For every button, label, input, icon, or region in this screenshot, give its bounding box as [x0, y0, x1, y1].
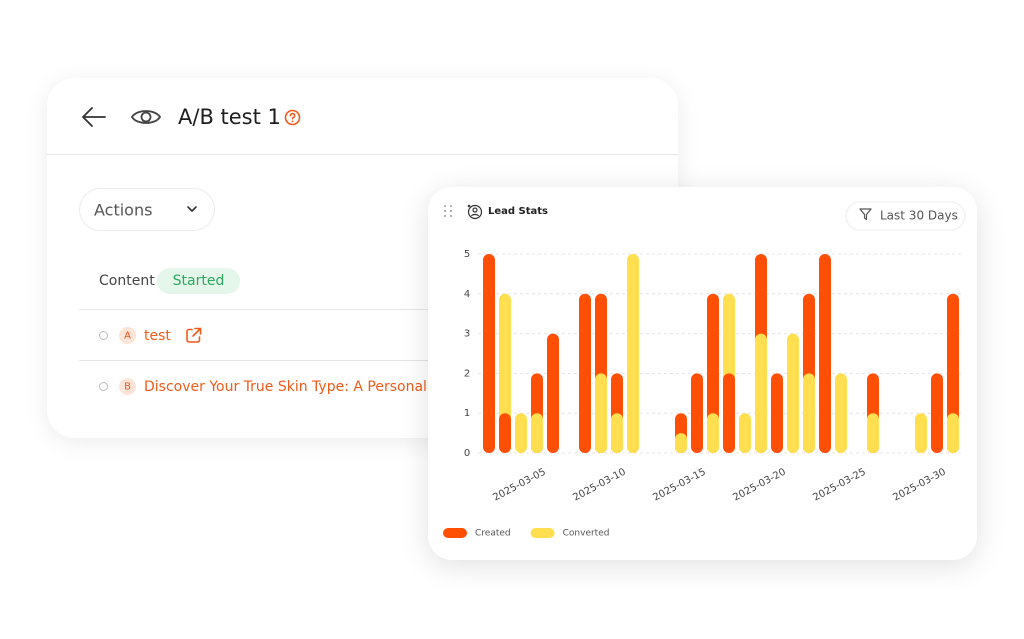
chart-title: Lead Stats: [488, 206, 548, 217]
actions-label: Actions: [94, 200, 153, 220]
bar: [931, 373, 943, 453]
actions-dropdown[interactable]: Actions: [79, 188, 215, 231]
variant-badge: B: [119, 378, 136, 395]
bar: [707, 413, 719, 453]
help-icon[interactable]: [284, 109, 301, 126]
chevron: [187, 206, 197, 213]
bar: [499, 293, 511, 453]
legend-swatch: [443, 528, 467, 538]
x-tick-label: 2025-03-15: [651, 467, 707, 504]
bar: [819, 254, 831, 453]
external-link[interactable]: [185, 327, 202, 344]
drag-handle[interactable]: [444, 205, 452, 217]
bar: [611, 413, 623, 453]
bar: [947, 293, 959, 453]
lead-stats-card: Lead Stats Last 30 Days 0 1 2 3 4 5 2025-03-05…: [428, 187, 977, 560]
legend-label: Created: [475, 529, 511, 539]
variant-name[interactable]: Discover Your True Skin Type: A Personal…: [144, 379, 461, 395]
bar: [771, 373, 783, 453]
variant-row[interactable]: B Discover Your True Skin Type: A Person…: [79, 361, 678, 411]
x-tick-label: 2025-03-25: [811, 467, 867, 504]
y-tick-label: 3: [464, 329, 470, 340]
bar: [483, 254, 495, 453]
bar: [739, 413, 751, 453]
bar: [691, 373, 703, 453]
status-text: Started: [172, 273, 225, 289]
lead-stats-chart: Lead Stats Last 30 Days 0 1 2 3 4 5 2025-03-05…: [443, 201, 966, 539]
bar: [787, 333, 799, 453]
bar: [835, 373, 847, 453]
bar: [595, 373, 607, 453]
bar: [723, 373, 735, 453]
bar: [515, 413, 527, 453]
preview-icon[interactable]: [130, 105, 162, 129]
bar: [531, 413, 543, 453]
divider: [47, 154, 678, 155]
variant-name[interactable]: test: [144, 328, 171, 344]
variant-letter: B: [124, 381, 131, 393]
variant-letter: A: [124, 330, 131, 342]
radio[interactable]: [99, 382, 108, 391]
x-tick-label: 2025-03-30: [891, 467, 947, 504]
legend-swatch: [530, 528, 555, 538]
bar: [579, 293, 591, 453]
back-button[interactable]: [81, 105, 107, 129]
bar: [707, 293, 719, 453]
bar: [499, 413, 511, 453]
y-tick-label: 0: [464, 448, 470, 459]
bar: [803, 373, 815, 453]
y-tick-label: 2: [464, 368, 470, 379]
y-tick-label: 1: [464, 408, 470, 419]
variant-badge: A: [119, 327, 136, 344]
date-filter[interactable]: [845, 201, 966, 231]
filter-icon: [859, 208, 872, 221]
bar: [547, 333, 559, 453]
content-label: Content: [99, 273, 155, 289]
lead-icon: [467, 204, 483, 220]
y-tick-label: 4: [464, 289, 470, 300]
divider: [79, 360, 678, 361]
divider: [79, 309, 678, 310]
date-filter-label[interactable]: Last 30 Days: [880, 209, 958, 223]
y-tick-label: 5: [464, 249, 470, 260]
bar: [947, 413, 959, 453]
bar: [627, 254, 639, 453]
x-tick-label: 2025-03-05: [491, 467, 547, 504]
x-tick-label: 2025-03-20: [731, 467, 787, 504]
bar: [755, 333, 767, 453]
variant-row[interactable]: A test: [79, 310, 678, 360]
bar: [915, 413, 927, 453]
x-tick-label: 2025-03-10: [571, 467, 627, 504]
legend-label: Converted: [563, 529, 610, 539]
status-badge: Started: [157, 268, 240, 294]
radio[interactable]: [99, 331, 108, 340]
bar: [675, 433, 687, 453]
bar: [867, 413, 879, 453]
page-title: A/B test 1: [178, 105, 281, 129]
